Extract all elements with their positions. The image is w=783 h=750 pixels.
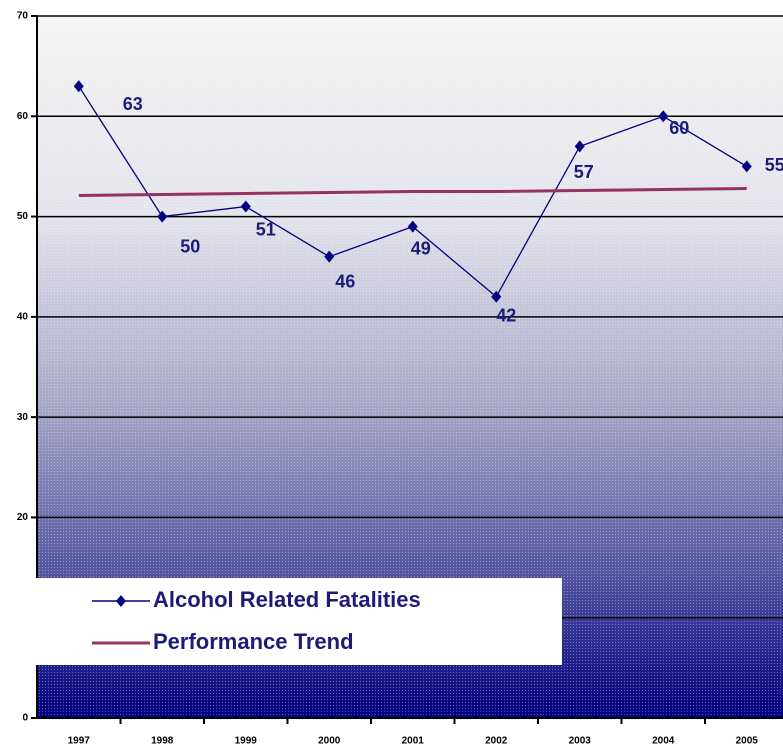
marker bbox=[491, 290, 502, 303]
y-tick-label: 60 bbox=[17, 111, 29, 122]
legend-label: Alcohol Related Fatalities bbox=[153, 587, 421, 612]
y-tick-label: 0 bbox=[22, 713, 28, 724]
data-label: 49 bbox=[411, 238, 431, 258]
y-tick-label: 40 bbox=[17, 311, 29, 322]
data-label: 42 bbox=[496, 306, 516, 326]
legend-box bbox=[10, 578, 562, 665]
labels: 63 50 51 46 49 42 57 60 55 bbox=[123, 94, 783, 326]
legend-marker bbox=[116, 595, 126, 607]
x-tick-label: 1998 bbox=[151, 736, 174, 747]
x-tick-label: 1997 bbox=[68, 736, 91, 747]
marker bbox=[324, 250, 335, 263]
x-tick-label: 1999 bbox=[235, 736, 258, 747]
y-tick-label: 50 bbox=[17, 211, 29, 222]
marker bbox=[574, 140, 585, 153]
series-line bbox=[78, 186, 747, 198]
data-label: 60 bbox=[669, 118, 689, 138]
data-label: 50 bbox=[180, 236, 200, 256]
data-label: 46 bbox=[335, 271, 355, 291]
marker bbox=[240, 200, 251, 213]
marker bbox=[73, 80, 84, 93]
x-tick-label: 2005 bbox=[736, 736, 759, 747]
y-tick-label: 30 bbox=[17, 412, 29, 423]
x-tick-label: 2000 bbox=[318, 736, 341, 747]
x-tick-label: 2002 bbox=[485, 736, 508, 747]
legend-label: Performance Trend bbox=[153, 629, 354, 654]
data-label: 55 bbox=[765, 155, 783, 175]
data-label: 63 bbox=[123, 94, 143, 114]
marker bbox=[407, 220, 418, 233]
marker bbox=[157, 210, 168, 223]
legend: Alcohol Related Fatalities Performance Tr… bbox=[10, 578, 562, 665]
x-tick-label: 2003 bbox=[569, 736, 592, 747]
y-tick-label: 70 bbox=[17, 11, 29, 22]
marker bbox=[741, 160, 752, 173]
data-label: 57 bbox=[574, 162, 594, 182]
y-tick-label: 20 bbox=[17, 512, 29, 523]
x-tick-label: 2004 bbox=[652, 736, 675, 747]
marks bbox=[73, 80, 752, 303]
data-label: 51 bbox=[256, 219, 276, 239]
x-tick-label: 2001 bbox=[402, 736, 425, 747]
marker bbox=[658, 110, 669, 123]
